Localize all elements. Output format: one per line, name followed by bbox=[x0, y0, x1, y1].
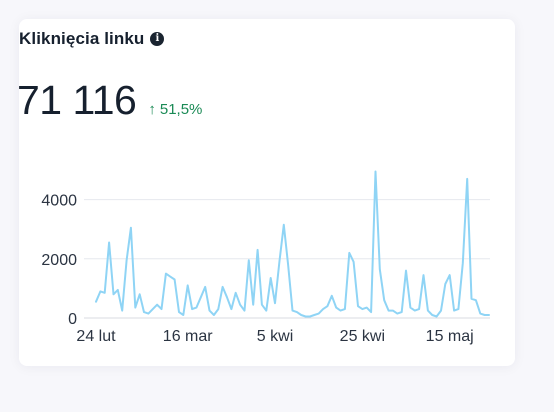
change-indicator: ↑ 51,5% bbox=[148, 101, 202, 118]
total-clicks-value: 71 116 bbox=[17, 77, 137, 123]
card-header: Kliknięcia linku i bbox=[19, 29, 165, 49]
change-percent: 51,5% bbox=[159, 101, 203, 118]
info-icon[interactable]: i bbox=[150, 32, 165, 46]
card-title: Kliknięcia linku bbox=[19, 29, 145, 48]
metric-summary: 71 116 ↑ 51,5% bbox=[17, 77, 202, 124]
arrow-up-icon: ↑ bbox=[148, 101, 156, 118]
link-clicks-card bbox=[19, 19, 515, 366]
